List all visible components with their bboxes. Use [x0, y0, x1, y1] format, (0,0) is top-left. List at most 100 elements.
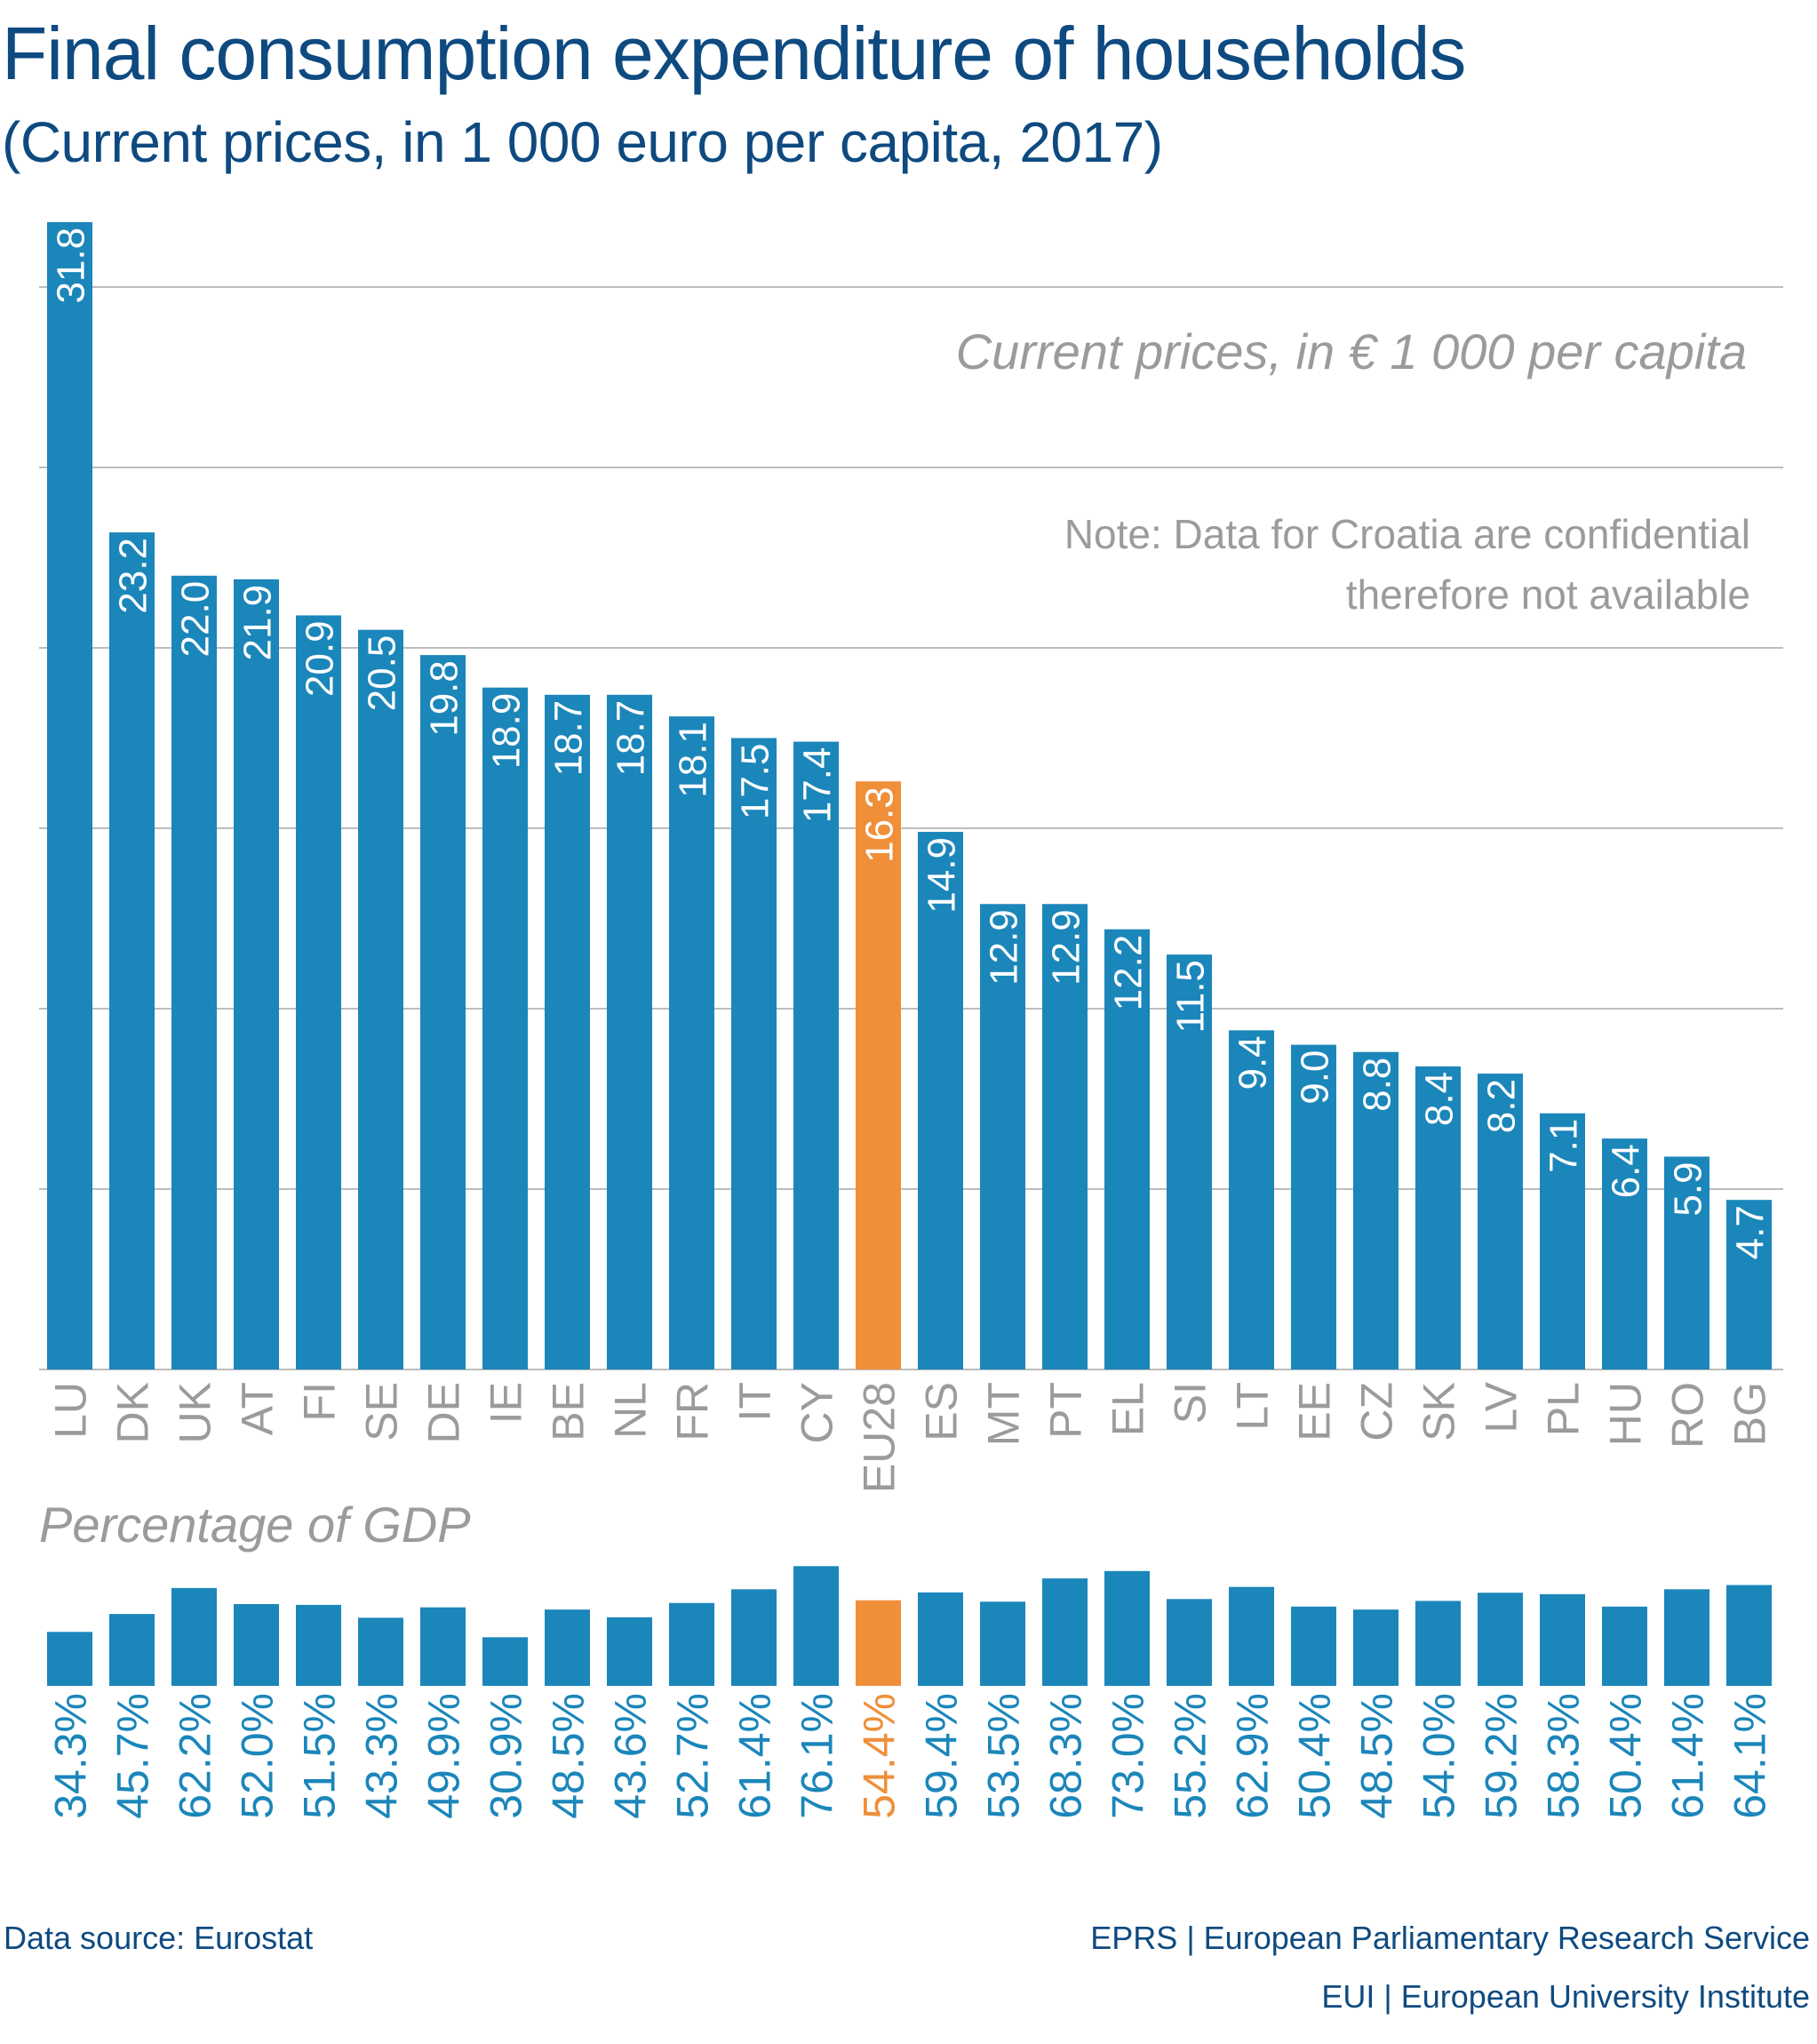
gdp-bar-el — [1104, 1570, 1150, 1686]
value-label-de: 19.8 — [423, 660, 466, 737]
gdp-value-label-fi: 51.5% — [295, 1693, 345, 1819]
value-label-lt: 9.4 — [1231, 1035, 1275, 1090]
category-label-cy: CY — [793, 1382, 842, 1443]
category-label-ro: RO — [1663, 1382, 1713, 1449]
gdp-bar-es — [918, 1592, 963, 1686]
gdp-value-labels: 34.3% 45.7% 62.2% 52.0% 51.5% 43.3% 49.9% 30.9%… — [46, 1693, 1775, 1819]
gdp-bar-fi — [296, 1604, 341, 1686]
gdp-bar-sk — [1415, 1601, 1461, 1686]
category-label-eu28: EU28 — [855, 1382, 905, 1493]
value-label-fr: 18.1 — [672, 722, 715, 798]
gdp-value-label-nl: 43.6% — [606, 1693, 656, 1819]
main-chart-annotation: Current prices, in € 1 000 per capita — [956, 323, 1747, 379]
category-label-se: SE — [357, 1382, 407, 1441]
category-label-it: IT — [730, 1382, 780, 1421]
gdp-value-label-at: 52.0% — [233, 1693, 283, 1819]
category-label-uk: UK — [171, 1382, 220, 1443]
main-bars — [47, 221, 1772, 1369]
gdp-bar-mt — [980, 1601, 1025, 1686]
gdp-value-label-it: 61.4% — [730, 1693, 780, 1819]
gdp-value-label-ro: 61.4% — [1663, 1693, 1713, 1819]
bar-fi — [296, 615, 341, 1369]
gdp-value-label-bg: 64.1% — [1725, 1693, 1775, 1819]
category-label-de: DE — [419, 1382, 469, 1443]
bar-de — [420, 655, 466, 1369]
gdp-value-label-es: 59.4% — [917, 1693, 967, 1819]
bar-nl — [607, 694, 652, 1369]
data-source: Data source: Eurostat — [4, 1920, 314, 1956]
value-label-hu: 6.4 — [1605, 1144, 1648, 1198]
value-label-lu: 31.8 — [50, 228, 93, 304]
gdp-bars — [47, 1566, 1772, 1686]
gdp-value-label-lt: 62.9% — [1228, 1693, 1278, 1819]
gdp-bar-ee — [1291, 1606, 1336, 1686]
gdp-bar-bg — [1726, 1585, 1772, 1686]
gdp-value-label-cy: 76.1% — [793, 1693, 842, 1819]
value-label-se: 20.5 — [361, 635, 404, 712]
bar-pt — [1042, 904, 1088, 1369]
gdp-bar-lt — [1229, 1586, 1274, 1686]
bar-el — [1104, 929, 1150, 1369]
category-label-lt: LT — [1228, 1382, 1278, 1431]
category-label-at: AT — [233, 1382, 283, 1435]
value-label-pt: 12.9 — [1045, 909, 1088, 986]
category-label-fi: FI — [295, 1382, 345, 1421]
gdp-value-label-ie: 30.9% — [482, 1693, 531, 1819]
category-label-pl: PL — [1539, 1382, 1589, 1436]
bar-cz — [1353, 1051, 1399, 1369]
note-line-1: Note: Data for Croatia are confidential — [1064, 511, 1750, 557]
category-label-lv: LV — [1477, 1381, 1526, 1433]
gdp-bar-pl — [1540, 1593, 1585, 1686]
gdp-value-label-dk: 45.7% — [108, 1693, 158, 1819]
gdp-bar-cy — [793, 1566, 839, 1686]
gdp-bar-be — [545, 1609, 590, 1686]
category-label-nl: NL — [606, 1382, 656, 1439]
gdp-value-label-pl: 58.3% — [1539, 1693, 1589, 1819]
category-label-hu: HU — [1601, 1382, 1651, 1446]
bar-bg — [1726, 1200, 1772, 1369]
gdp-value-label-de: 49.9% — [419, 1693, 469, 1819]
category-labels: LU DK UK AT FI SE DE IE BE NL FR IT CY EU28 ES MT PT EL SI… — [46, 1381, 1775, 1493]
chart-subtitle: (Current prices, in 1 000 euro per capit… — [2, 110, 1163, 174]
gdp-value-label-eu28: 54.4% — [855, 1693, 905, 1819]
gdp-bar-lu — [47, 1632, 92, 1686]
gdp-bar-lv — [1478, 1593, 1523, 1686]
gdp-bar-ro — [1664, 1589, 1709, 1686]
value-label-ee: 9.0 — [1294, 1050, 1337, 1105]
gdp-bar-pt — [1042, 1578, 1088, 1686]
value-label-at: 21.9 — [236, 585, 280, 661]
bar-lv — [1478, 1074, 1523, 1369]
value-label-lv: 8.2 — [1480, 1079, 1524, 1133]
category-label-mt: MT — [979, 1382, 1029, 1446]
gdp-bar-eu28 — [856, 1600, 901, 1686]
bar-it — [731, 738, 777, 1369]
category-label-lu: LU — [46, 1382, 96, 1439]
value-label-ro: 5.9 — [1667, 1162, 1710, 1216]
value-label-es: 14.9 — [920, 837, 964, 914]
value-label-el: 12.2 — [1107, 935, 1151, 1011]
category-label-dk: DK — [108, 1382, 158, 1443]
gdp-bar-it — [731, 1589, 777, 1686]
bar-be — [545, 694, 590, 1369]
gdp-value-label-se: 43.3% — [357, 1693, 407, 1819]
gdp-value-label-hu: 50.4% — [1601, 1693, 1651, 1819]
category-label-sk: SK — [1415, 1382, 1464, 1441]
gdp-bar-ie — [482, 1637, 528, 1686]
value-label-cy: 17.4 — [796, 747, 840, 824]
bar-uk — [171, 575, 217, 1369]
gdp-bar-uk — [171, 1587, 217, 1686]
category-label-cz: CZ — [1352, 1382, 1402, 1441]
gdp-value-label-cz: 48.5% — [1352, 1693, 1402, 1819]
category-label-pt: PT — [1041, 1382, 1091, 1439]
bar-eu28 — [856, 781, 901, 1369]
bar-hu — [1602, 1138, 1647, 1369]
gdp-bar-si — [1167, 1599, 1212, 1686]
category-label-fr: FR — [668, 1382, 718, 1441]
category-label-be: BE — [544, 1382, 594, 1441]
value-label-fi: 20.9 — [299, 620, 342, 697]
value-label-uk: 22.0 — [174, 581, 218, 658]
bar-fr — [669, 716, 714, 1369]
bar-at — [234, 579, 279, 1369]
category-label-es: ES — [917, 1382, 967, 1441]
bar-se — [358, 629, 403, 1369]
